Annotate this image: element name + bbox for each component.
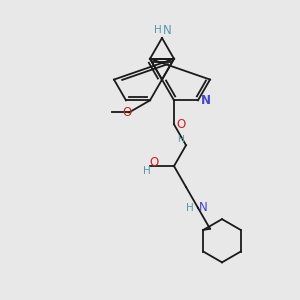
Text: N: N — [199, 201, 207, 214]
Text: O: O — [149, 156, 159, 169]
Text: N: N — [163, 23, 171, 37]
Text: H: H — [186, 203, 194, 213]
Text: H: H — [178, 135, 184, 144]
Text: H: H — [154, 25, 162, 35]
Text: H: H — [143, 166, 151, 176]
Text: N: N — [201, 94, 211, 107]
Text: O: O — [176, 118, 185, 131]
Text: O: O — [123, 106, 132, 119]
